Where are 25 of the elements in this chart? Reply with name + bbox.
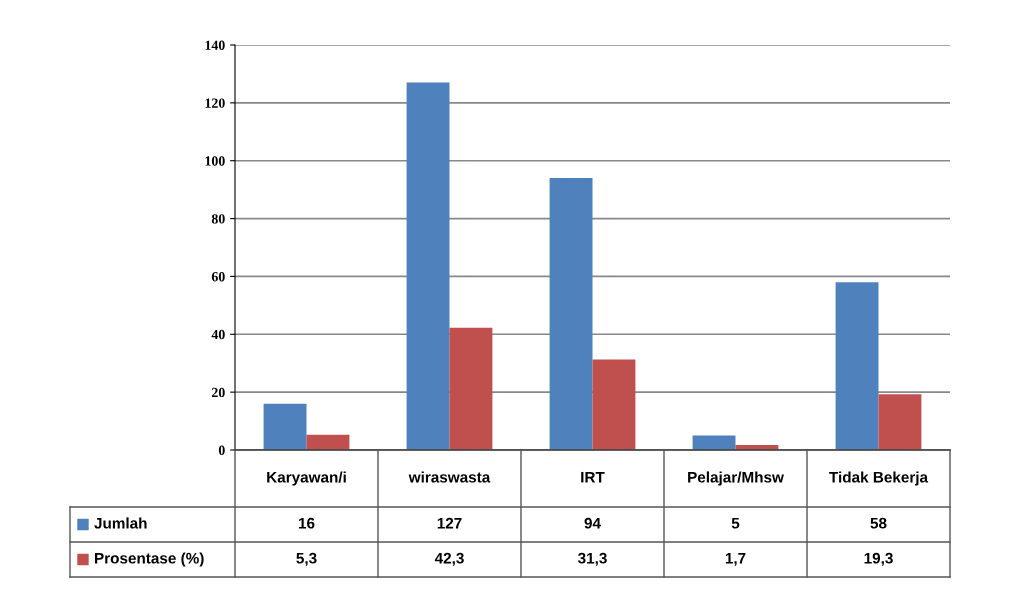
y-tick-label: 20 (211, 387, 225, 398)
x-tick-label: Tidak Bekerja (829, 471, 929, 486)
data-label: 58 (870, 517, 887, 529)
x-tick-label: wiraswasta (408, 471, 491, 483)
data-label: 5,3 (296, 552, 317, 566)
x-tick-label: Pelajar/Mhsw (688, 471, 784, 486)
y-tick-label: 80 (211, 214, 225, 224)
data-label: 31,3 (577, 552, 607, 566)
y-tick-label: 0 (218, 445, 225, 455)
y-tick-label: 40 (211, 329, 225, 340)
data-label: 127 (437, 517, 462, 529)
data-label: 42,3 (434, 552, 464, 566)
y-tick-label: 140 (205, 40, 225, 50)
legend-label: Prosentase (%) (95, 552, 204, 567)
data-label: 94 (584, 517, 601, 529)
y-tick-label: 60 (211, 272, 225, 282)
data-label: 1,7 (725, 552, 746, 566)
x-tick-label: IRT (581, 471, 605, 483)
legend-label: Jumlah (94, 517, 147, 529)
y-tick-label: 120 (205, 98, 225, 108)
y-tick-label: 100 (205, 156, 225, 166)
data-label: 5 (731, 517, 740, 529)
x-tick-label: Karyawan/i (267, 471, 346, 486)
data-label: 16 (298, 517, 315, 529)
data-label: 19,3 (864, 552, 893, 566)
